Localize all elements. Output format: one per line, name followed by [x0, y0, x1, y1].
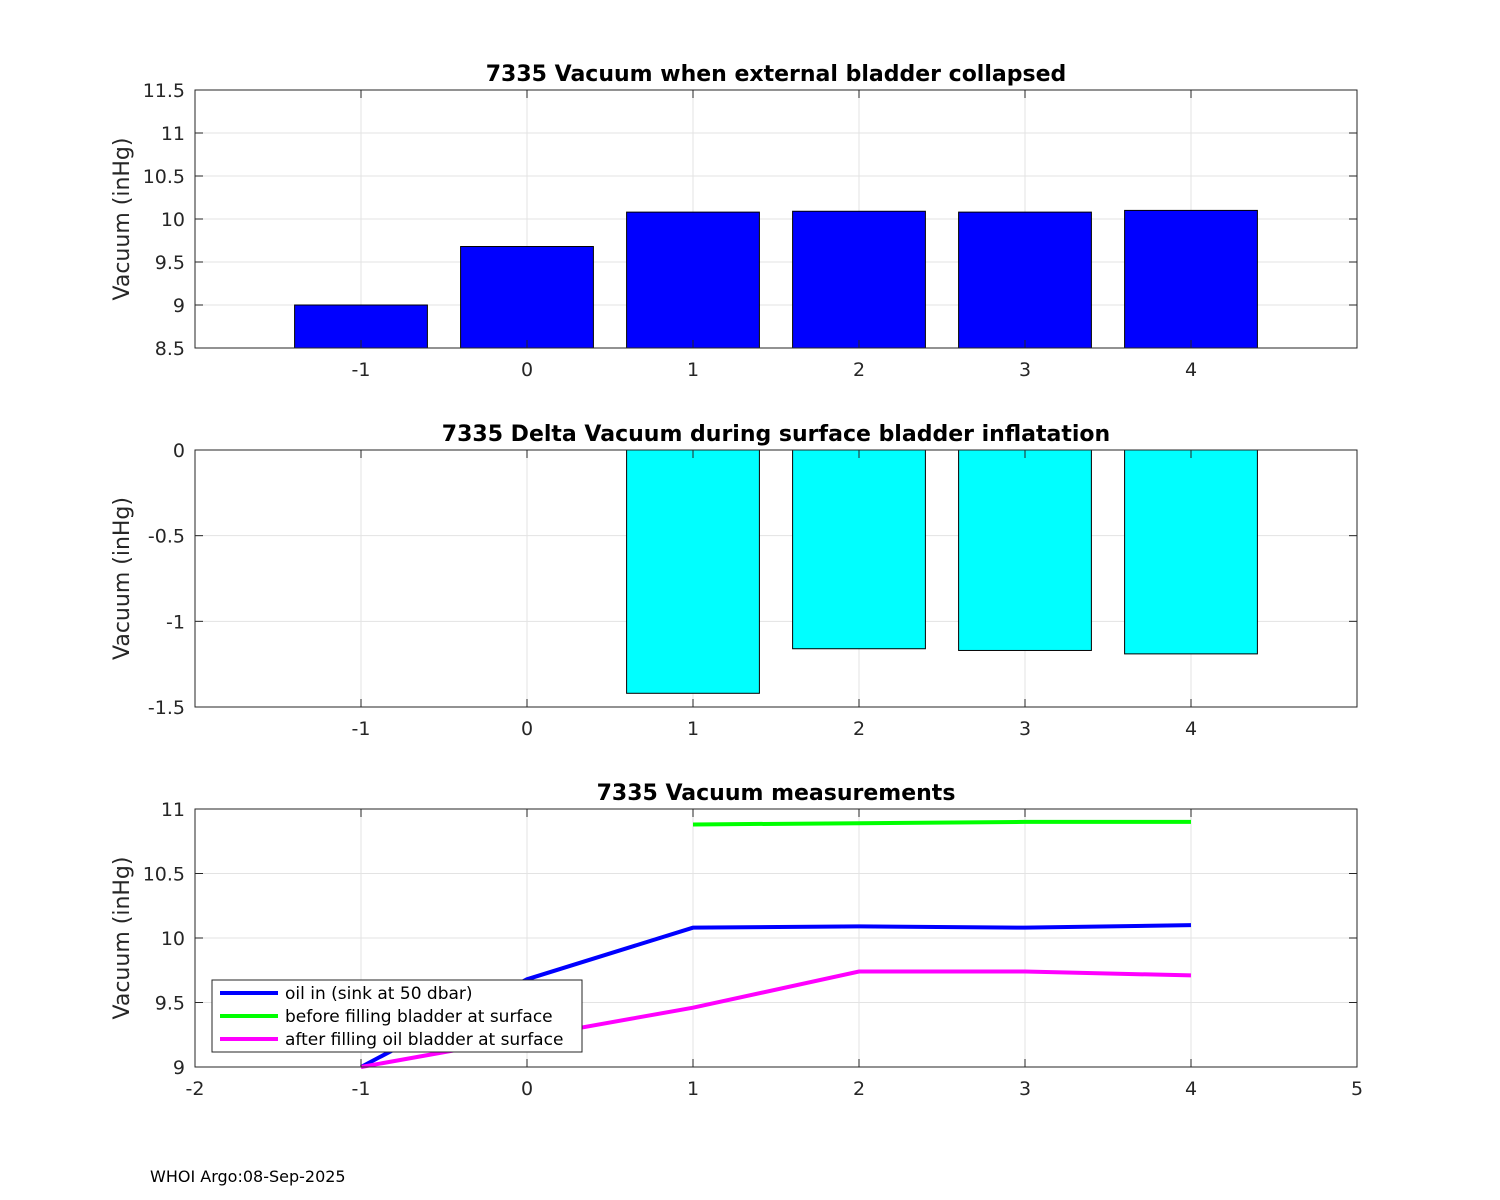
- bar-x2: [792, 210, 926, 349]
- y-tick-label: 9: [173, 295, 185, 317]
- chart-title: 7335 Vacuum measurements: [597, 781, 956, 806]
- y-tick-label: -0.5: [148, 526, 185, 548]
- x-tick-label: 0: [521, 359, 533, 381]
- x-tick-label: -2: [186, 1078, 205, 1100]
- y-tick-label: 11: [161, 123, 185, 145]
- y-tick-label: 10: [161, 209, 185, 231]
- y-axis-label: Vacuum (inHg): [110, 138, 135, 301]
- x-tick-label: 5: [1351, 1078, 1363, 1100]
- x-tick-label: 1: [687, 718, 699, 740]
- chart-panel-1: -1 0 1 2 3 4 8.5 9 9.5 10 10.5 11 11.5 7335 Vacuum wh…: [110, 62, 1358, 381]
- legend: oil in (sink at 50 dbar) before filling b…: [211, 979, 583, 1053]
- y-tick-label: -1: [166, 611, 185, 633]
- bar-x3: [958, 211, 1092, 349]
- legend-label-1: oil in (sink at 50 dbar): [285, 984, 473, 1004]
- x-tick-label: -1: [352, 1078, 371, 1100]
- y-tick-label: 10: [161, 928, 185, 950]
- bar-x3: [958, 449, 1092, 651]
- y-tick-label: 10.5: [143, 864, 185, 886]
- chart-title: 7335 Vacuum when external bladder collap…: [486, 62, 1067, 87]
- x-tick-label: 0: [521, 1078, 533, 1100]
- bar-x2: [792, 449, 926, 650]
- y-tick-label: -1.5: [148, 697, 185, 719]
- bar-x0: [460, 246, 594, 349]
- x-tick-label: 2: [853, 1078, 865, 1100]
- chart-panel-3: -2 -1 0 1 2 3 4 5 9 9.5 10 10.5 11 7335 Vacuum measur…: [110, 781, 1363, 1100]
- y-tick-label: 11: [161, 799, 185, 821]
- bar-x4: [1124, 209, 1258, 349]
- footer-stamp: WHOI Argo:08-Sep-2025: [150, 1167, 346, 1186]
- y-tick-label: 9: [173, 1057, 185, 1079]
- bar-x1: [626, 211, 760, 349]
- x-tick-label: 2: [853, 718, 865, 740]
- x-tick-label: 3: [1019, 1078, 1031, 1100]
- legend-label-3: after filling oil bladder at surface: [285, 1030, 563, 1050]
- chart-title: 7335 Delta Vacuum during surface bladder…: [442, 422, 1110, 447]
- axes-box: [194, 449, 1358, 708]
- y-tick-label: 9.5: [155, 252, 185, 274]
- x-tick-label: 4: [1185, 359, 1197, 381]
- x-tick-label: -1: [352, 359, 371, 381]
- x-tick-label: 1: [687, 359, 699, 381]
- bar-x1: [626, 449, 760, 694]
- y-tick-label: 8.5: [155, 338, 185, 360]
- y-axis-label: Vacuum (inHg): [110, 497, 135, 660]
- y-tick-label: 9.5: [155, 993, 185, 1015]
- x-tick-label: 3: [1019, 718, 1031, 740]
- x-tick-label: 1: [687, 1078, 699, 1100]
- series-line-2: [692, 819, 1191, 827]
- y-axis-label: Vacuum (inHg): [110, 857, 135, 1020]
- x-tick-label: 3: [1019, 359, 1031, 381]
- bar-x4: [1124, 449, 1258, 655]
- y-tick-label: 11.5: [143, 80, 185, 102]
- x-tick-label: 0: [521, 718, 533, 740]
- chart-panel-2: -1 0 1 2 3 4 -1.5 -1 -0.5 0 7335 Delta Vacuum duri…: [110, 422, 1358, 740]
- x-tick-label: 4: [1185, 1078, 1197, 1100]
- y-tick-label: 10.5: [143, 166, 185, 188]
- legend-label-2: before filling bladder at surface: [285, 1007, 553, 1027]
- y-tick-label: 0: [173, 440, 185, 462]
- x-tick-label: 4: [1185, 718, 1197, 740]
- x-tick-label: -1: [352, 718, 371, 740]
- x-tick-label: 2: [853, 359, 865, 381]
